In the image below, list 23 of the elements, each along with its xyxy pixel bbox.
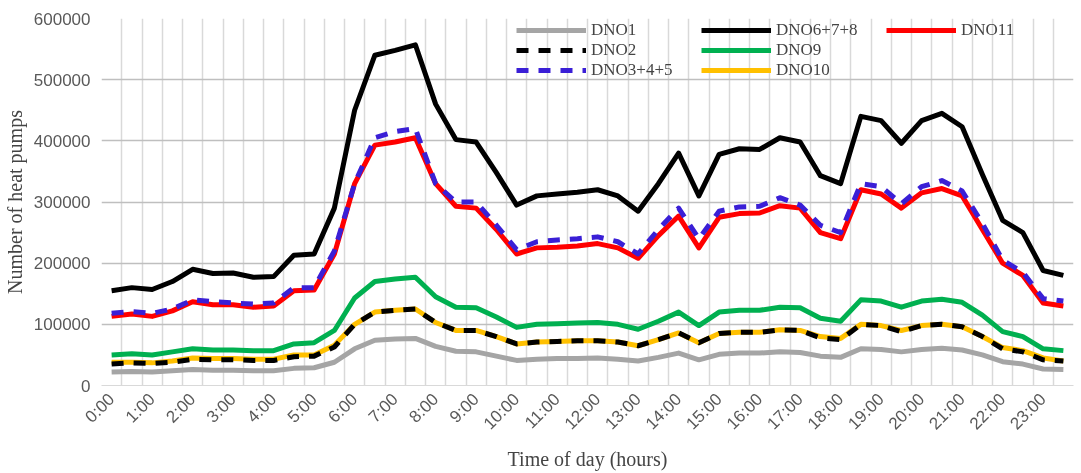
y-tick-label: 200000 <box>33 254 91 274</box>
y-tick-label: 400000 <box>33 131 91 151</box>
y-tick-label: 100000 <box>33 315 91 335</box>
legend-label: DNO6+7+8 <box>776 20 859 40</box>
x-tick-label: 4:00 <box>243 389 281 427</box>
x-axis-title: Time of day (hours) <box>507 448 668 472</box>
x-tick-label: 5:00 <box>284 389 321 427</box>
x-tick-label: 7:00 <box>365 389 402 427</box>
legend-label: DNO3+4+5 <box>591 60 674 80</box>
y-tick-label: 300000 <box>33 193 91 212</box>
x-tick-label: 3:00 <box>203 389 240 427</box>
legend-label: DNO9 <box>776 40 823 60</box>
x-tick-label: 6:00 <box>324 389 362 427</box>
legend-label: DNO1 <box>591 20 638 40</box>
legend-label: DNO2 <box>591 40 638 60</box>
y-axis-title: Number of heat pumps <box>3 109 27 294</box>
y-tick-label: 500000 <box>33 70 91 90</box>
x-tick-label: 8:00 <box>405 389 443 427</box>
legend-label: DNO11 <box>961 20 1016 40</box>
y-tick-label: 600000 <box>33 9 91 29</box>
legend-label: DNO10 <box>776 60 831 80</box>
y-tick-label: 0 <box>81 376 91 396</box>
x-tick-label: 9:00 <box>446 389 483 427</box>
